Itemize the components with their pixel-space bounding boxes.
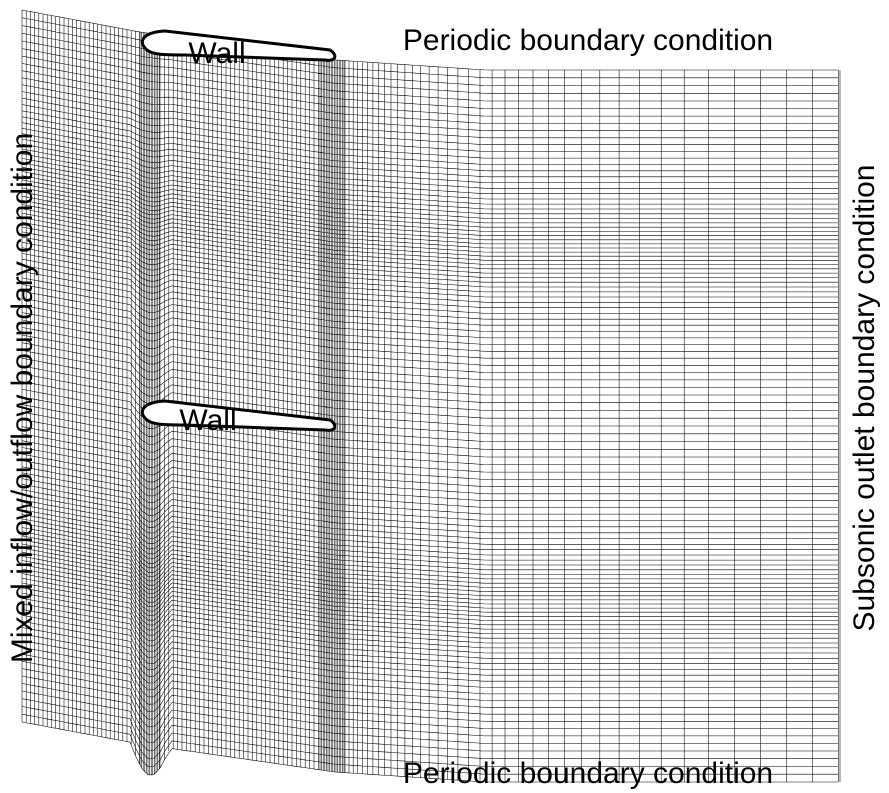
top-label: Periodic boundary condition [403,24,773,57]
left-label: Mixed inflow/outflow boundary condition [6,133,39,663]
bottom-label: Periodic boundary condition [403,757,773,790]
mesh-lines [22,10,840,782]
mesh [22,10,840,782]
blade [142,401,335,430]
mesh-diagram: Wall Wall Periodic boundary condition Pe… [0,0,889,793]
right-label: Subsonic outlet boundary condition [848,165,881,632]
wall-label: Wall [188,37,245,70]
wall-label: Wall [179,404,236,437]
